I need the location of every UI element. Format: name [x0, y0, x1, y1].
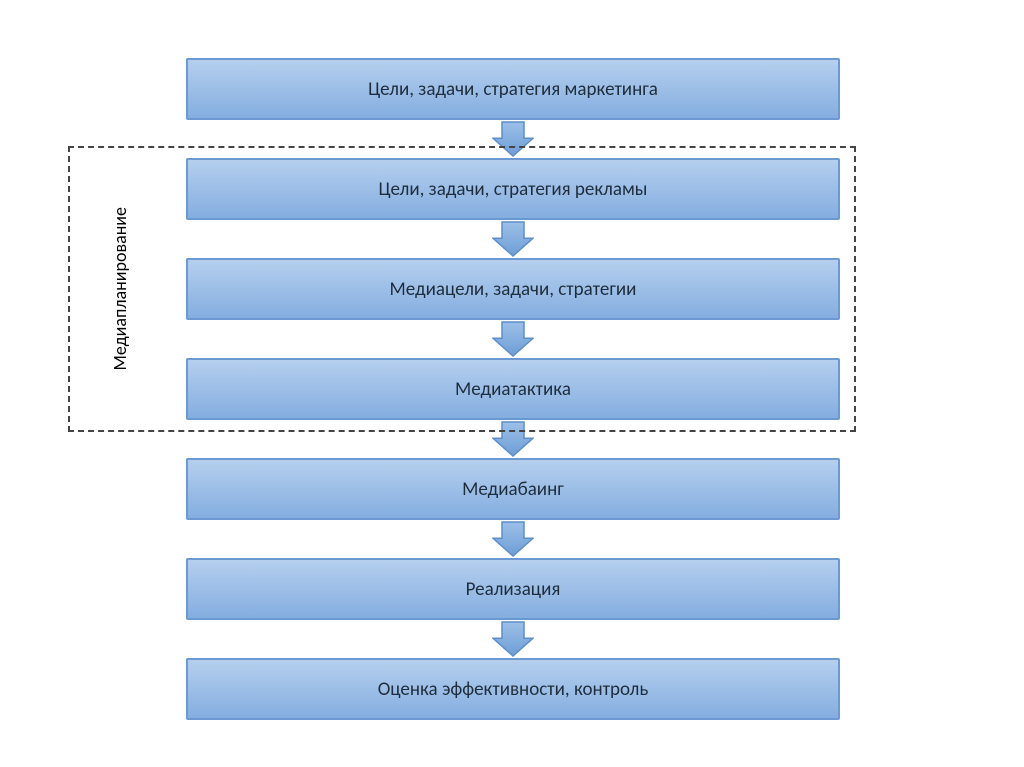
- flow-step-label: Оценка эффективности, контроль: [378, 678, 649, 701]
- group-label: Медиапланирование: [109, 207, 131, 371]
- group-label-container: Медиапланирование: [70, 148, 170, 430]
- flowchart-container: Цели, задачи, стратегия маркетингаЦели, …: [186, 58, 840, 720]
- flow-step-5: Реализация: [186, 558, 840, 620]
- flow-arrow-4: [186, 520, 840, 558]
- arrow-down-icon: [492, 521, 534, 557]
- flow-step-0: Цели, задачи, стратегия маркетинга: [186, 58, 840, 120]
- flow-step-label: Реализация: [466, 578, 561, 601]
- arrow-down-icon: [492, 621, 534, 657]
- flow-step-label: Цели, задачи, стратегия маркетинга: [368, 78, 658, 101]
- flow-step-label: Медиабаинг: [462, 478, 564, 501]
- flow-step-4: Медиабаинг: [186, 458, 840, 520]
- media-planning-group: Медиапланирование: [68, 146, 856, 432]
- flow-step-6: Оценка эффективности, контроль: [186, 658, 840, 720]
- flow-arrow-5: [186, 620, 840, 658]
